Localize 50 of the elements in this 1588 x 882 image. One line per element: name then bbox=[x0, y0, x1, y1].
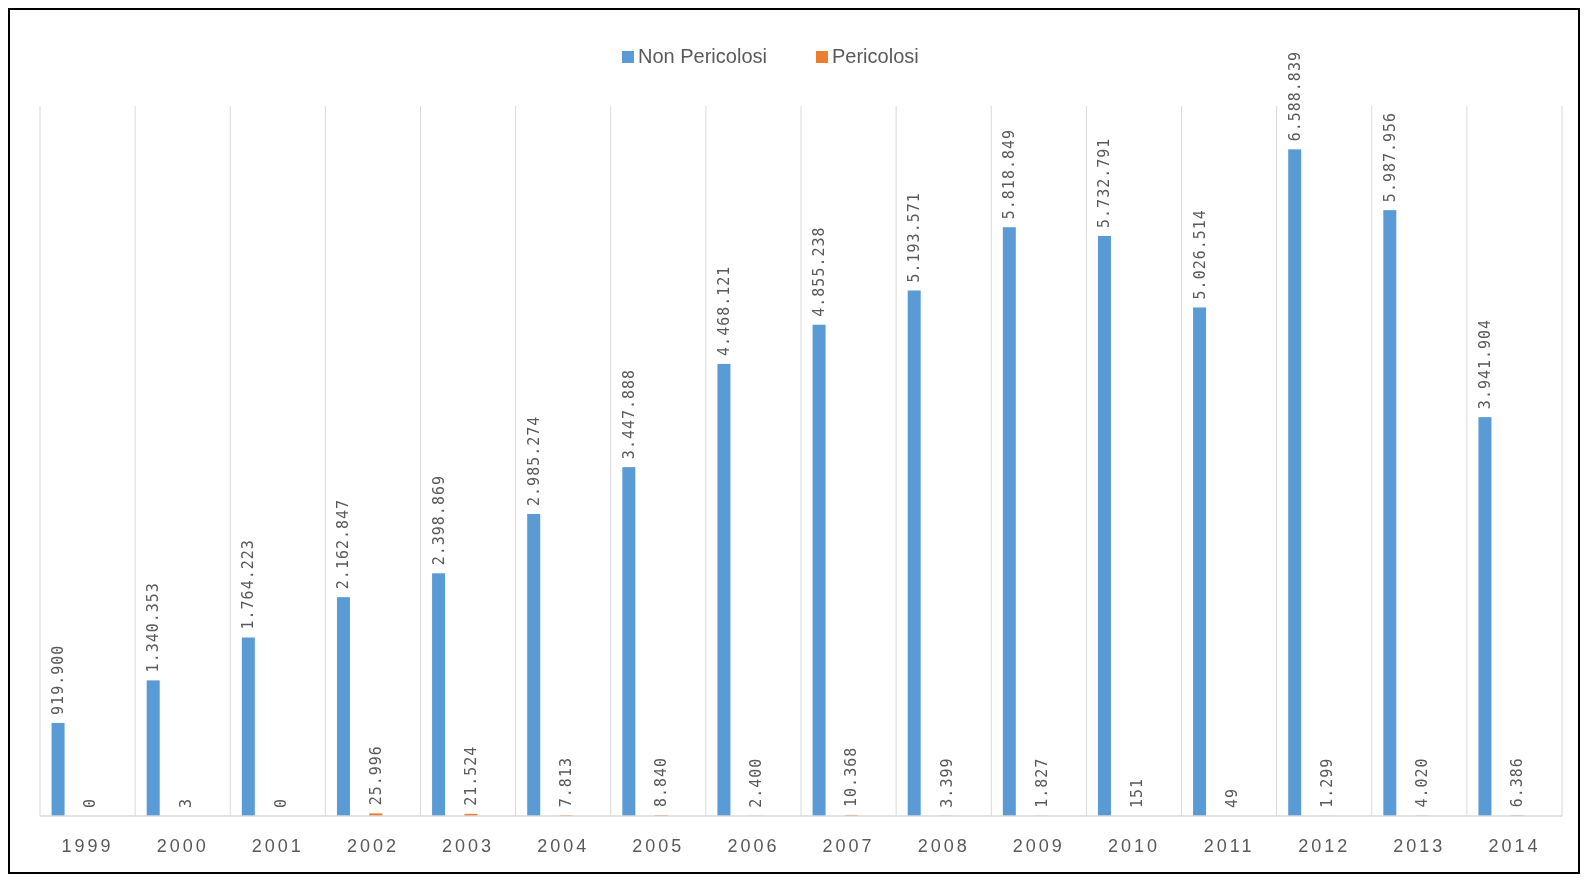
data-label: 1.299 bbox=[1318, 757, 1337, 808]
data-label: 4.468.121 bbox=[714, 265, 733, 356]
data-label: 5.987.956 bbox=[1380, 111, 1399, 203]
legend-label: Non Pericolosi bbox=[638, 45, 767, 67]
data-label: 0 bbox=[81, 797, 100, 808]
data-label: 5.818.849 bbox=[1000, 128, 1019, 220]
x-tick-label: 2005 bbox=[632, 836, 685, 856]
x-tick-label: 1999 bbox=[61, 836, 114, 856]
data-label: 1.764.223 bbox=[239, 539, 258, 630]
data-label: 3.941.904 bbox=[1475, 318, 1494, 410]
data-label: 919.900 bbox=[49, 644, 68, 715]
data-label: 3.447.888 bbox=[619, 368, 638, 460]
data-label: 6.588.839 bbox=[1285, 51, 1304, 142]
x-tick-label: 2010 bbox=[1107, 836, 1160, 856]
x-tick-label: 2011 bbox=[1203, 836, 1255, 856]
data-label: 2.400 bbox=[747, 757, 766, 808]
data-label: 2.398.869 bbox=[429, 475, 448, 566]
data-label: 6.386 bbox=[1508, 757, 1527, 808]
x-tick-label: 2002 bbox=[346, 836, 399, 856]
x-tick-label: 2008 bbox=[917, 836, 970, 856]
data-label: 1.340.353 bbox=[144, 582, 163, 673]
data-label: 7.813 bbox=[557, 757, 576, 808]
data-label: 3.399 bbox=[937, 757, 956, 808]
x-tick-label: 2012 bbox=[1298, 836, 1351, 856]
data-label: 25.996 bbox=[366, 745, 385, 806]
x-tick-label: 2013 bbox=[1393, 836, 1446, 856]
x-tick-label: 2006 bbox=[727, 836, 780, 856]
data-label: 2.162.847 bbox=[334, 498, 353, 590]
data-label: 0 bbox=[271, 797, 290, 808]
legend-label: Pericolosi bbox=[832, 45, 919, 67]
x-tick-label: 2004 bbox=[537, 836, 590, 856]
data-label: 49 bbox=[1222, 787, 1241, 808]
data-label: 8.840 bbox=[652, 756, 671, 808]
data-label: 4.020 bbox=[1413, 757, 1432, 808]
x-tick-label: 2003 bbox=[442, 836, 495, 856]
x-tick-label: 2001 bbox=[251, 836, 304, 856]
x-tick-label: 2000 bbox=[156, 836, 209, 856]
data-label: 2.985.274 bbox=[524, 415, 543, 506]
x-tick-label: 2009 bbox=[1012, 836, 1065, 856]
data-label: 5.026.514 bbox=[1190, 209, 1209, 300]
data-label: 1.827 bbox=[1032, 757, 1051, 808]
x-tick-label: 2014 bbox=[1488, 836, 1541, 856]
data-label: 5.732.791 bbox=[1095, 137, 1114, 228]
data-label: 5.193.571 bbox=[905, 192, 924, 283]
data-label: 4.855.238 bbox=[810, 226, 829, 317]
data-label: 151 bbox=[1127, 777, 1146, 808]
data-label: 3 bbox=[176, 797, 195, 808]
data-label: 21.524 bbox=[461, 745, 480, 806]
x-tick-label: 2007 bbox=[822, 836, 875, 856]
data-label: 10.368 bbox=[842, 746, 861, 807]
